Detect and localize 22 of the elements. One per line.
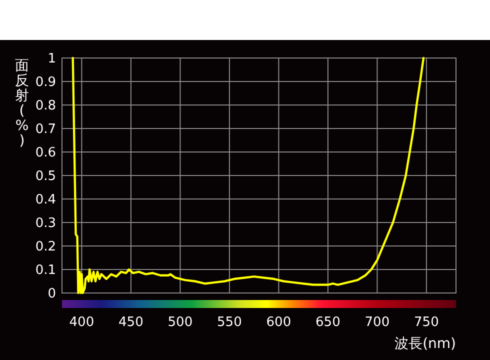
x-tick-label: 400 (69, 315, 94, 330)
y-tick-label: 0.8 (35, 98, 56, 114)
x-tick-label: 750 (414, 315, 439, 330)
x-tick-label: 700 (364, 315, 390, 330)
y-tick-label: 0.7 (35, 122, 56, 137)
x-tick-label: 650 (316, 315, 340, 330)
x-tick-label: 450 (118, 315, 144, 330)
y-tick-label: 1 (48, 52, 56, 66)
y-tick-label: 0.3 (35, 216, 56, 231)
y-tick-label: 0 (48, 286, 56, 302)
x-axis-title: 波長(nm) (394, 336, 456, 352)
x-tick-label: 600 (266, 315, 292, 330)
y-tick-label: 0.2 (35, 240, 56, 254)
y-tick-label: 0.4 (35, 192, 56, 208)
y-tick-label: 0.6 (35, 146, 56, 160)
y-tick-label: 0.9 (35, 75, 56, 90)
x-tick-label: 550 (217, 315, 242, 330)
line-series (72, 56, 425, 294)
y-axis-title: 面反射(%) (15, 58, 29, 149)
x-tick-label: 500 (168, 315, 193, 330)
y-tick-label: 0.5 (35, 169, 56, 184)
y-tick-label: 0.1 (35, 263, 56, 278)
